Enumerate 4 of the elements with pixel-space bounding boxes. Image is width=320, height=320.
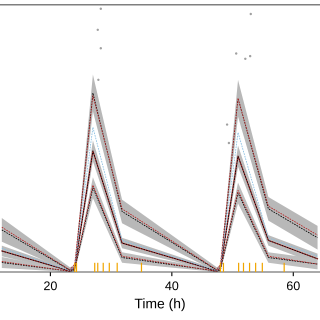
x-tick-label: 60 [286, 281, 300, 290]
x-tick-label: 20 [44, 281, 57, 290]
x-axis-title: Time (h) [134, 298, 185, 312]
x-tick-label: 40 [165, 281, 178, 290]
